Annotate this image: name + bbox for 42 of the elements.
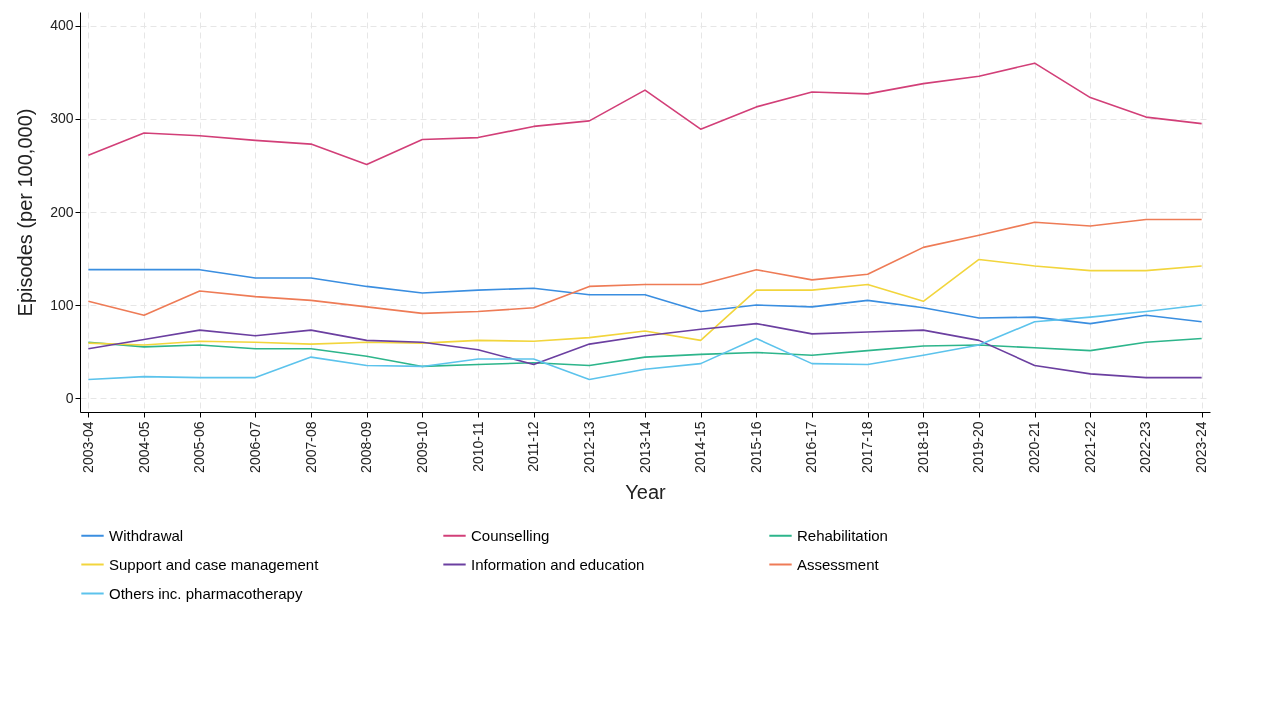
x-tick-label: 2022-23: [1137, 421, 1154, 473]
x-tick-label: 2011-12: [525, 421, 542, 472]
x-tick-label: 2010-11: [469, 421, 486, 472]
line-series: [87, 258, 1203, 346]
x-tick-label: 2013-14: [636, 421, 653, 473]
x-tick-label: 2012-13: [580, 421, 597, 473]
x-tick-label: 2017-18: [859, 421, 876, 473]
legend-label: Information and education: [471, 555, 645, 573]
legend-label: Others inc. pharmacotherapy: [109, 584, 303, 602]
x-tick-label: 2005-06: [191, 421, 208, 473]
x-tick-label: 2018-19: [914, 421, 931, 473]
x-tick-label: 2016-17: [803, 421, 820, 473]
line-series: [87, 337, 1203, 368]
x-tick-label: 2015-16: [747, 421, 764, 473]
legend-label: Counselling: [471, 526, 550, 544]
x-tick-label: 2023-24: [1193, 421, 1210, 473]
x-tick-label: 2004-05: [135, 421, 152, 473]
y-axis-title: Episodes (per 100,000): [14, 108, 37, 317]
legend-label: Support and case management: [109, 555, 320, 573]
x-tick-label: 2007-08: [302, 421, 319, 473]
y-tick-label: 100: [50, 296, 74, 313]
legend-label: Rehabilitation: [797, 526, 888, 544]
x-tick-label: 2003-04: [79, 421, 96, 473]
line-series: [87, 62, 1203, 166]
y-tick-label: 200: [50, 203, 74, 220]
x-tick-label: 2006-07: [246, 421, 263, 473]
legend-label: Withdrawal: [109, 526, 184, 544]
x-tick-label: 2019-20: [970, 421, 987, 473]
legend-label: Assessment: [797, 555, 880, 573]
x-axis-title: Year: [625, 480, 667, 503]
line-series: [87, 268, 1203, 325]
y-tick-label: 300: [50, 110, 74, 127]
y-tick-label: 0: [65, 389, 74, 406]
x-tick-label: 2021-22: [1081, 421, 1098, 473]
line-series: [87, 304, 1203, 381]
x-tick-label: 2009-10: [413, 421, 430, 473]
line-series: [87, 218, 1203, 317]
x-tick-label: 2008-09: [358, 421, 375, 473]
line-series: [87, 322, 1203, 379]
x-tick-label: 2014-15: [692, 421, 709, 473]
y-tick-label: 400: [50, 17, 74, 34]
x-tick-label: 2020-21: [1026, 421, 1043, 473]
